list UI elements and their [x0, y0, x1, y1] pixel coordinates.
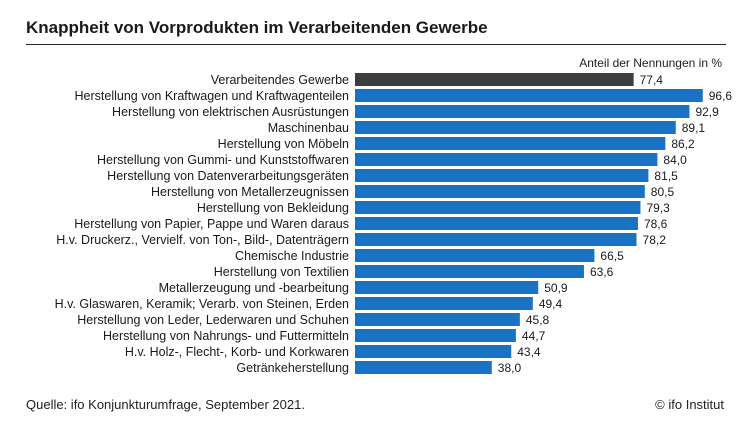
- value-label: 78,2: [643, 233, 667, 247]
- category-label: Verarbeitendes Gewerbe: [211, 73, 349, 87]
- category-label: Metallerzeugung und -bearbeitung: [159, 281, 349, 295]
- title-divider: [26, 44, 726, 45]
- category-label: Herstellung von Möbeln: [218, 137, 349, 151]
- category-label: Herstellung von Nahrungs- und Futtermitt…: [103, 329, 349, 343]
- bar: [355, 249, 595, 262]
- category-label: Herstellung von Kraftwagen und Kraftwage…: [75, 89, 350, 103]
- bar: [355, 361, 492, 374]
- bar: [355, 297, 533, 310]
- bar: [355, 217, 638, 230]
- category-label: Herstellung von Leder, Lederwaren und Sc…: [77, 313, 349, 327]
- value-label: 50,9: [544, 281, 568, 295]
- unit-label: Anteil der Nennungen in %: [579, 56, 722, 70]
- copyright-note: © ifo Institut: [655, 397, 724, 412]
- value-label: 66,5: [600, 249, 624, 263]
- chart-title: Knappheit von Vorprodukten im Verarbeite…: [26, 18, 488, 37]
- value-label: 43,4: [517, 345, 541, 359]
- bar: [355, 345, 512, 358]
- source-note: Quelle: ifo Konjunkturumfrage, September…: [26, 397, 305, 412]
- bar: [355, 89, 703, 102]
- bar: [355, 121, 676, 134]
- value-label: 38,0: [498, 361, 522, 375]
- bar: [355, 313, 520, 326]
- bar: [355, 185, 645, 198]
- category-label: Chemische Industrie: [235, 249, 349, 263]
- bar: [355, 73, 634, 86]
- bar: [355, 105, 690, 118]
- category-label: H.v. Glaswaren, Keramik; Verarb. von Ste…: [55, 297, 349, 311]
- category-label: Herstellung von Datenverarbeitungsgeräte…: [107, 169, 349, 183]
- value-label: 89,1: [682, 121, 706, 135]
- bar: [355, 233, 637, 246]
- bar: [355, 265, 584, 278]
- bar: [355, 153, 658, 166]
- value-label: 78,6: [644, 217, 668, 231]
- bar: [355, 137, 666, 150]
- value-label: 45,8: [526, 313, 550, 327]
- value-label: 84,0: [663, 153, 687, 167]
- category-label: Herstellung von Textilien: [214, 265, 349, 279]
- category-label: Herstellung von Gummi- und Kunststoffwar…: [97, 153, 349, 167]
- bar: [355, 329, 516, 342]
- bar: [355, 169, 649, 182]
- category-label: H.v. Holz-, Flecht-, Korb- und Korkwaren: [125, 345, 349, 359]
- value-label: 77,4: [640, 73, 664, 87]
- value-label: 80,5: [651, 185, 675, 199]
- value-label: 81,5: [654, 169, 678, 183]
- category-label: Herstellung von elektrischen Ausrüstunge…: [112, 105, 349, 119]
- value-label: 79,3: [646, 201, 670, 215]
- value-label: 63,6: [590, 265, 614, 279]
- category-label: Getränkeherstellung: [236, 361, 349, 375]
- category-label: Herstellung von Papier, Pappe und Waren …: [74, 217, 349, 231]
- value-label: 96,6: [709, 89, 733, 103]
- category-label: H.v. Druckerz., Vervielf. von Ton-, Bild…: [56, 233, 349, 247]
- value-label: 49,4: [539, 297, 563, 311]
- value-label: 44,7: [522, 329, 546, 343]
- bar: [355, 201, 641, 214]
- category-label: Herstellung von Bekleidung: [197, 201, 349, 215]
- category-label: Herstellung von Metallerzeugnissen: [151, 185, 349, 199]
- value-label: 92,9: [695, 105, 719, 119]
- bar: [355, 281, 539, 294]
- value-label: 86,2: [671, 137, 695, 151]
- category-label: Maschinenbau: [268, 121, 349, 135]
